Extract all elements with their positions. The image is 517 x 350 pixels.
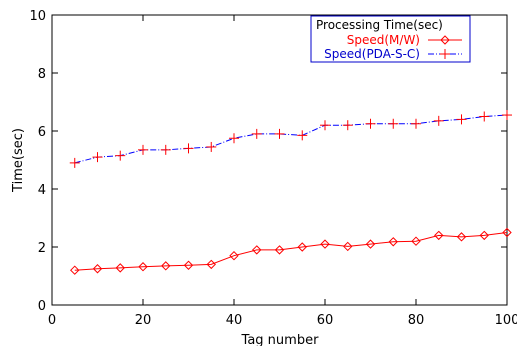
data-point bbox=[251, 128, 262, 139]
x-tick-label: 20 bbox=[135, 313, 152, 328]
data-point bbox=[502, 110, 512, 121]
legend-marker bbox=[440, 35, 450, 45]
data-point bbox=[160, 144, 171, 155]
data-point bbox=[456, 232, 467, 242]
data-point bbox=[320, 239, 330, 249]
data-point bbox=[229, 250, 239, 261]
data-point bbox=[252, 245, 262, 255]
data-point bbox=[365, 118, 376, 129]
legend-sample-speed-mw bbox=[428, 35, 462, 45]
data-point bbox=[388, 237, 398, 247]
plot-border bbox=[51, 14, 508, 306]
data-point bbox=[229, 133, 239, 144]
data-point bbox=[297, 130, 308, 141]
data-point bbox=[297, 242, 307, 252]
data-point bbox=[479, 111, 490, 122]
x-axis-label: Tag number bbox=[241, 333, 320, 346]
data-point bbox=[456, 114, 467, 125]
data-point bbox=[388, 118, 399, 129]
data-point bbox=[206, 259, 216, 270]
data-point bbox=[365, 239, 376, 249]
data-point bbox=[320, 120, 330, 131]
data-point bbox=[343, 241, 353, 252]
data-point bbox=[92, 152, 103, 163]
data-point bbox=[411, 118, 421, 129]
y-tick-label: 6 bbox=[38, 125, 46, 140]
series-line bbox=[74, 114, 508, 164]
plot-frame bbox=[51, 14, 508, 306]
series-layer bbox=[69, 110, 512, 275]
data-point bbox=[183, 143, 194, 154]
x-tick-label: 80 bbox=[408, 313, 425, 328]
y-tick-label: 0 bbox=[38, 299, 46, 314]
data-point bbox=[342, 120, 353, 131]
data-point bbox=[274, 245, 285, 255]
x-tick-label: 40 bbox=[226, 313, 243, 328]
data-point bbox=[479, 230, 489, 241]
data-point bbox=[161, 261, 171, 271]
legend-title: Processing Time(sec) bbox=[316, 18, 443, 32]
data-point bbox=[138, 144, 148, 155]
series-speed-mw bbox=[70, 227, 512, 275]
data-point bbox=[411, 236, 421, 246]
legend-sample-speed-pda-s-c bbox=[428, 49, 462, 59]
legend: Processing Time(sec) Speed(M/W) Speed(PD… bbox=[310, 15, 471, 63]
legend-marker bbox=[440, 49, 450, 59]
x-tick-label: 0 bbox=[48, 313, 56, 328]
axis-ticks: 0 20 40 60 80 100 0 2 4 6 8 10 bbox=[29, 9, 517, 328]
y-tick-label: 4 bbox=[38, 183, 46, 198]
series-line bbox=[74, 232, 508, 271]
data-point bbox=[206, 141, 217, 152]
data-point bbox=[433, 115, 444, 126]
series-speed-pda-s-c bbox=[69, 110, 512, 168]
legend-label-speed-mw: Speed(M/W) bbox=[347, 33, 420, 47]
data-point bbox=[434, 230, 444, 241]
data-point bbox=[138, 262, 148, 272]
data-point bbox=[69, 157, 80, 168]
data-point bbox=[115, 263, 125, 273]
x-tick-label: 60 bbox=[317, 313, 334, 328]
data-point bbox=[502, 227, 512, 238]
y-tick-label: 10 bbox=[29, 9, 46, 24]
data-point bbox=[274, 128, 285, 139]
y-tick-label: 2 bbox=[38, 241, 46, 256]
x-tick-label: 100 bbox=[495, 313, 517, 328]
y-tick-label: 8 bbox=[38, 67, 46, 82]
data-point bbox=[115, 150, 126, 161]
data-point bbox=[183, 260, 194, 270]
y-axis-label: Time(sec) bbox=[11, 128, 26, 193]
legend-label-speed-pda-s-c: Speed(PDA-S-C) bbox=[324, 47, 420, 61]
data-point bbox=[70, 265, 80, 275]
data-point bbox=[92, 264, 103, 274]
